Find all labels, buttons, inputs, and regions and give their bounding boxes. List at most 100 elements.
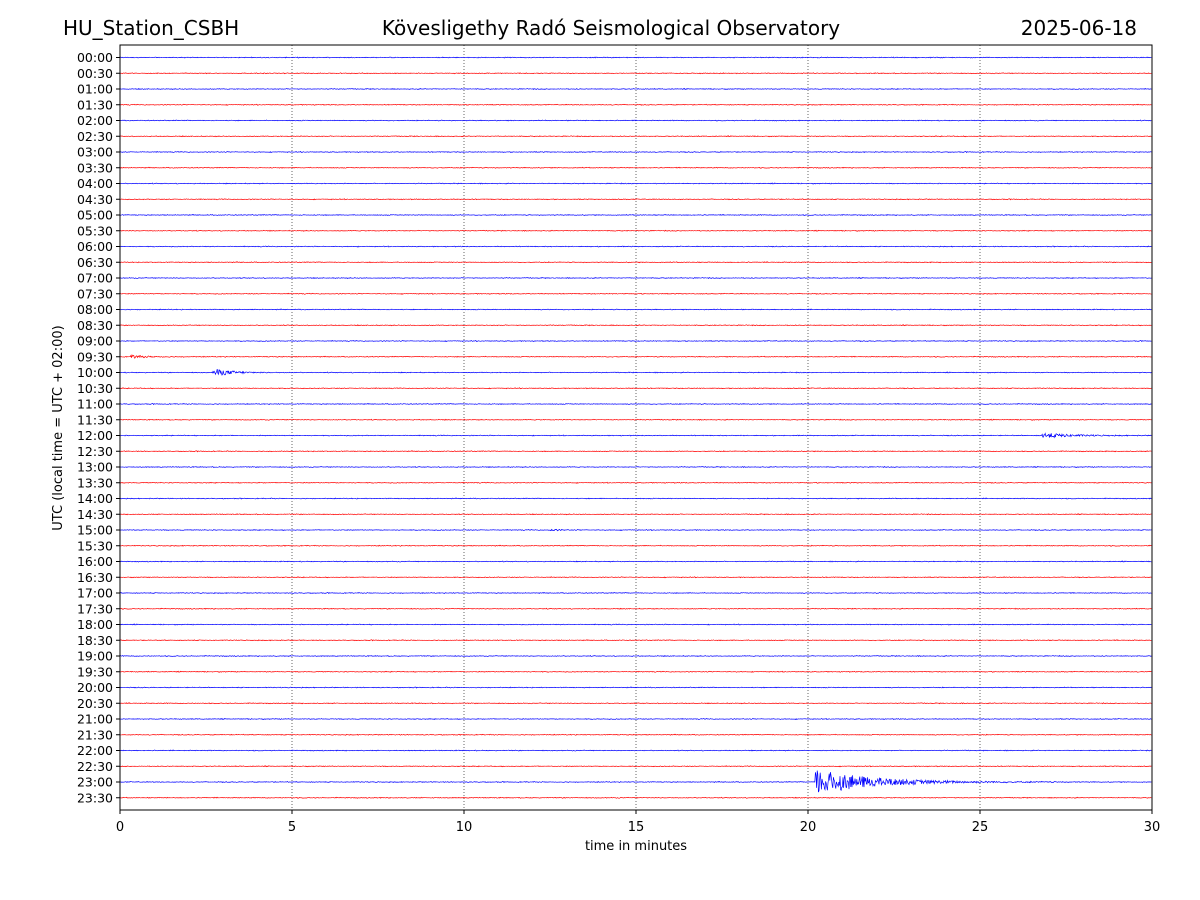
x-tick-label: 0 [116, 820, 124, 835]
y-tick-label: 04:30 [77, 192, 113, 207]
trace-row-1800 [119, 623, 1152, 626]
y-tick-label: 23:30 [77, 790, 113, 805]
y-tick-label: 06:30 [77, 255, 113, 270]
trace-row-2330 [119, 796, 1152, 799]
trace-row-0230 [119, 135, 1152, 138]
trace-row-1900 [119, 654, 1152, 658]
trace-row-2300 [119, 770, 1152, 793]
x-axis-label: time in minutes [585, 839, 687, 854]
x-tick-label: 30 [1144, 820, 1161, 835]
trace-row-1000 [119, 368, 1152, 376]
trace-row-2230 [119, 765, 1152, 768]
trace-row-1500 [119, 528, 1152, 532]
y-tick-label: 17:00 [77, 586, 113, 601]
trace-row-0800 [119, 308, 1152, 311]
trace-row-1430 [119, 513, 1152, 516]
trace-row-1330 [119, 481, 1152, 484]
y-tick-label: 05:00 [77, 208, 113, 223]
y-tick-label: 20:30 [77, 696, 113, 711]
y-tick-label: 17:30 [77, 601, 113, 616]
trace-row-0200 [119, 119, 1152, 122]
y-tick-label: 02:00 [77, 113, 113, 128]
y-tick-label: 15:00 [77, 523, 113, 538]
record-date: 2025-06-18 [1020, 16, 1137, 40]
x-tick-labels: 0 5 10 15 20 25 30 [116, 810, 1160, 835]
trace-row-1730 [119, 607, 1152, 610]
trace-row-1530 [119, 544, 1152, 547]
trace-row-1230 [119, 450, 1152, 453]
trace-row-0400 [119, 182, 1152, 185]
grid-lines [291, 45, 981, 810]
y-tick-label: 13:00 [77, 460, 113, 475]
x-tick-label: 25 [972, 820, 989, 835]
trace-row-0030 [119, 72, 1152, 75]
observatory-title: Kövesligethy Radó Seismological Observat… [381, 16, 841, 40]
trace-row-0700 [119, 276, 1152, 280]
trace-row-1700 [119, 591, 1152, 595]
trace-row-2200 [119, 749, 1152, 752]
y-tick-label: 09:30 [77, 349, 113, 364]
y-tick-label: 18:30 [77, 633, 113, 648]
trace-row-1600 [119, 560, 1152, 563]
y-tick-label: 00:30 [77, 66, 113, 81]
y-tick-label: 03:00 [77, 145, 113, 160]
traces [119, 56, 1152, 799]
y-tick-label: 19:30 [77, 664, 113, 679]
y-tick-label: 04:00 [77, 176, 113, 191]
y-tick-label: 01:30 [77, 97, 113, 112]
y-tick-label: 02:30 [77, 129, 113, 144]
y-axis-label: UTC (local time = UTC + 02:00) [51, 325, 66, 530]
x-tick-label: 15 [628, 820, 645, 835]
y-tick-label: 14:00 [77, 491, 113, 506]
y-tick-label: 21:00 [77, 712, 113, 727]
y-tick-label: 09:00 [77, 334, 113, 349]
trace-row-1030 [119, 387, 1152, 390]
y-tick-label: 08:30 [77, 318, 113, 333]
y-tick-label: 06:00 [77, 239, 113, 254]
x-tick-label: 10 [456, 820, 473, 835]
y-tick-label: 01:00 [77, 82, 113, 97]
trace-row-0630 [119, 261, 1152, 264]
y-tick-label: 18:00 [77, 617, 113, 632]
trace-row-0130 [119, 103, 1152, 106]
y-tick-label: 15:30 [77, 538, 113, 553]
trace-row-0500 [119, 213, 1152, 216]
x-tick-label: 20 [800, 820, 817, 835]
y-tick-label: 10:00 [77, 365, 113, 380]
y-tick-labels: 00:0000:3001:0001:3002:0002:3003:0003:30… [77, 50, 120, 805]
y-tick-label: 22:30 [77, 759, 113, 774]
y-tick-label: 12:00 [77, 428, 113, 443]
y-tick-label: 21:30 [77, 727, 113, 742]
y-tick-label: 00:00 [77, 50, 113, 65]
trace-row-2030 [119, 702, 1152, 705]
trace-row-1100 [119, 402, 1152, 406]
trace-row-0000 [119, 56, 1152, 59]
trace-row-0530 [119, 229, 1152, 232]
trace-row-1400 [119, 497, 1152, 500]
trace-row-0430 [119, 198, 1152, 201]
y-tick-label: 20:00 [77, 680, 113, 695]
trace-row-0930 [119, 353, 1152, 359]
trace-row-2000 [119, 686, 1152, 689]
trace-row-2100 [119, 717, 1152, 721]
x-tick-label: 5 [288, 820, 296, 835]
y-tick-label: 12:30 [77, 444, 113, 459]
y-tick-label: 05:30 [77, 223, 113, 238]
trace-row-1130 [119, 418, 1152, 421]
trace-row-0600 [119, 245, 1152, 248]
y-tick-label: 16:30 [77, 570, 113, 585]
trace-row-1630 [119, 576, 1152, 579]
trace-row-1300 [119, 465, 1152, 469]
trace-row-2130 [119, 733, 1152, 736]
y-tick-label: 07:00 [77, 271, 113, 286]
y-tick-label: 14:30 [77, 507, 113, 522]
trace-row-1830 [119, 639, 1152, 642]
y-tick-label: 11:00 [77, 397, 113, 412]
trace-row-0330 [119, 166, 1152, 169]
y-tick-label: 08:00 [77, 302, 113, 317]
y-tick-label: 11:30 [77, 412, 113, 427]
trace-row-0730 [119, 292, 1152, 295]
trace-row-1930 [119, 670, 1152, 673]
trace-row-0300 [119, 150, 1152, 154]
